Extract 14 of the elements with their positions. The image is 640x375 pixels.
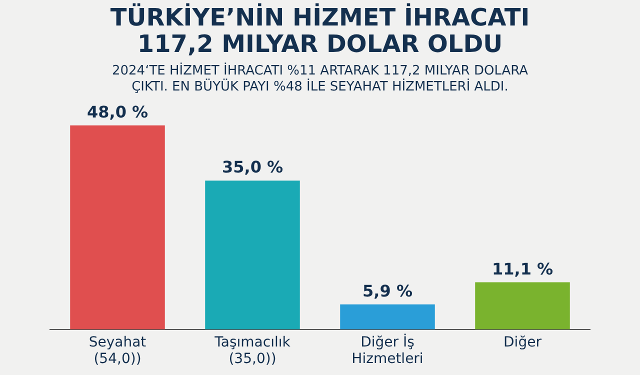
data-label: 11,1 % — [492, 259, 554, 278]
x-tick-label: Taşımacılık (35,0)) — [214, 334, 292, 368]
x-tick-label: Seyahat (54,0)) — [88, 334, 147, 368]
bar — [205, 180, 300, 330]
data-label: 5,9 % — [362, 281, 412, 300]
x-tick-label: Diğer İş Hizmetleri — [352, 333, 424, 368]
x-tick-label: Diğer — [504, 334, 542, 350]
chart-subtitle: 2024‘TE HİZMET İHRACATI %11 ARTARAK 117,2 MILYAR DOLARA ÇIKTI. EN BÜYÜK PAYI %48 İLE SEYAHAT HİZMETLERİ ALDI. — [112, 62, 528, 95]
bar — [340, 304, 435, 330]
chart-title: TÜRKİYE’NİN HİZMET İHRACATI 117,2 MILYAR DOLAR OLDU — [110, 2, 530, 58]
data-label: 48,0 % — [86, 102, 148, 122]
bar — [475, 282, 570, 330]
data-label: 35,0 % — [222, 158, 284, 177]
bar — [70, 125, 165, 330]
